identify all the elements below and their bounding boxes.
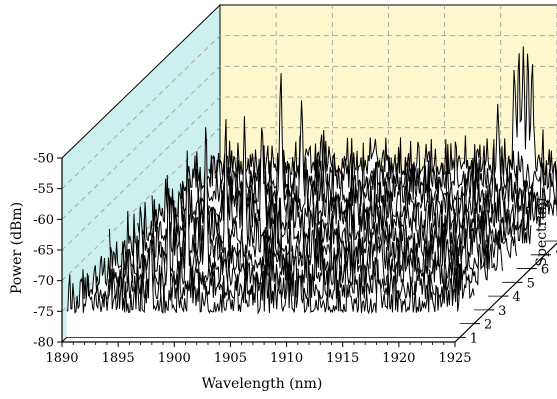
spectrum-trace bbox=[80, 188, 475, 301]
z-tick-labels: 1234567891011 bbox=[470, 249, 557, 347]
spectrum-trace bbox=[208, 46, 557, 178]
gridline bbox=[61, 96, 557, 251]
spectrum-traces bbox=[66, 46, 557, 338]
x-tick-label: 1900 bbox=[158, 351, 191, 366]
x-tick-labels: 1890 1895 1900 1905 1910 1915 1920 1925 bbox=[45, 351, 471, 366]
spectrum-trace bbox=[66, 239, 461, 315]
z-tick-label: 1 bbox=[470, 331, 478, 346]
x-tick-label: 1895 bbox=[102, 351, 135, 366]
x-tick-label: 1925 bbox=[438, 351, 471, 366]
x-tick-label: 1910 bbox=[270, 351, 303, 366]
y-tick-label: -50 bbox=[33, 152, 54, 167]
gridline bbox=[61, 35, 557, 189]
spectrum-trace bbox=[151, 127, 546, 232]
z-tick-label: 7 bbox=[555, 249, 557, 264]
x-tick-label: 1890 bbox=[45, 351, 78, 366]
z-tick-label: 3 bbox=[498, 304, 506, 319]
chart-axes bbox=[57, 157, 557, 347]
y-tick-label: -70 bbox=[33, 274, 54, 289]
x-axis-title: Wavelength (nm) bbox=[202, 376, 323, 392]
z-tick-label: 5 bbox=[527, 276, 535, 291]
z-tick-label: 4 bbox=[512, 290, 520, 305]
x-tick-label: 1920 bbox=[382, 351, 415, 366]
z-axis-line bbox=[454, 242, 557, 343]
z-tick-label: 6 bbox=[541, 263, 549, 278]
y-tick-label: -60 bbox=[33, 213, 54, 228]
y-axis-title: Power (dBm) bbox=[9, 202, 25, 294]
gridline bbox=[61, 65, 557, 220]
x-tick-label: 1915 bbox=[326, 351, 359, 366]
x-tick-label: 1905 bbox=[214, 351, 247, 366]
y-tick-labels: -80 -75 -70 -65 -60 -55 -50 bbox=[33, 152, 54, 351]
spectrum-fill bbox=[208, 46, 557, 200]
y-tick-label: -65 bbox=[33, 244, 54, 259]
z-tick-label: 2 bbox=[484, 318, 492, 333]
y-tick-label: -55 bbox=[33, 182, 54, 197]
y-tick-label: -80 bbox=[33, 336, 54, 351]
spectrum-fill bbox=[137, 116, 531, 269]
y-tick-label: -75 bbox=[33, 305, 54, 320]
spectrum-fill bbox=[109, 127, 503, 297]
z-axis-title: Spectrum bbox=[534, 197, 550, 266]
gridline bbox=[61, 127, 557, 281]
